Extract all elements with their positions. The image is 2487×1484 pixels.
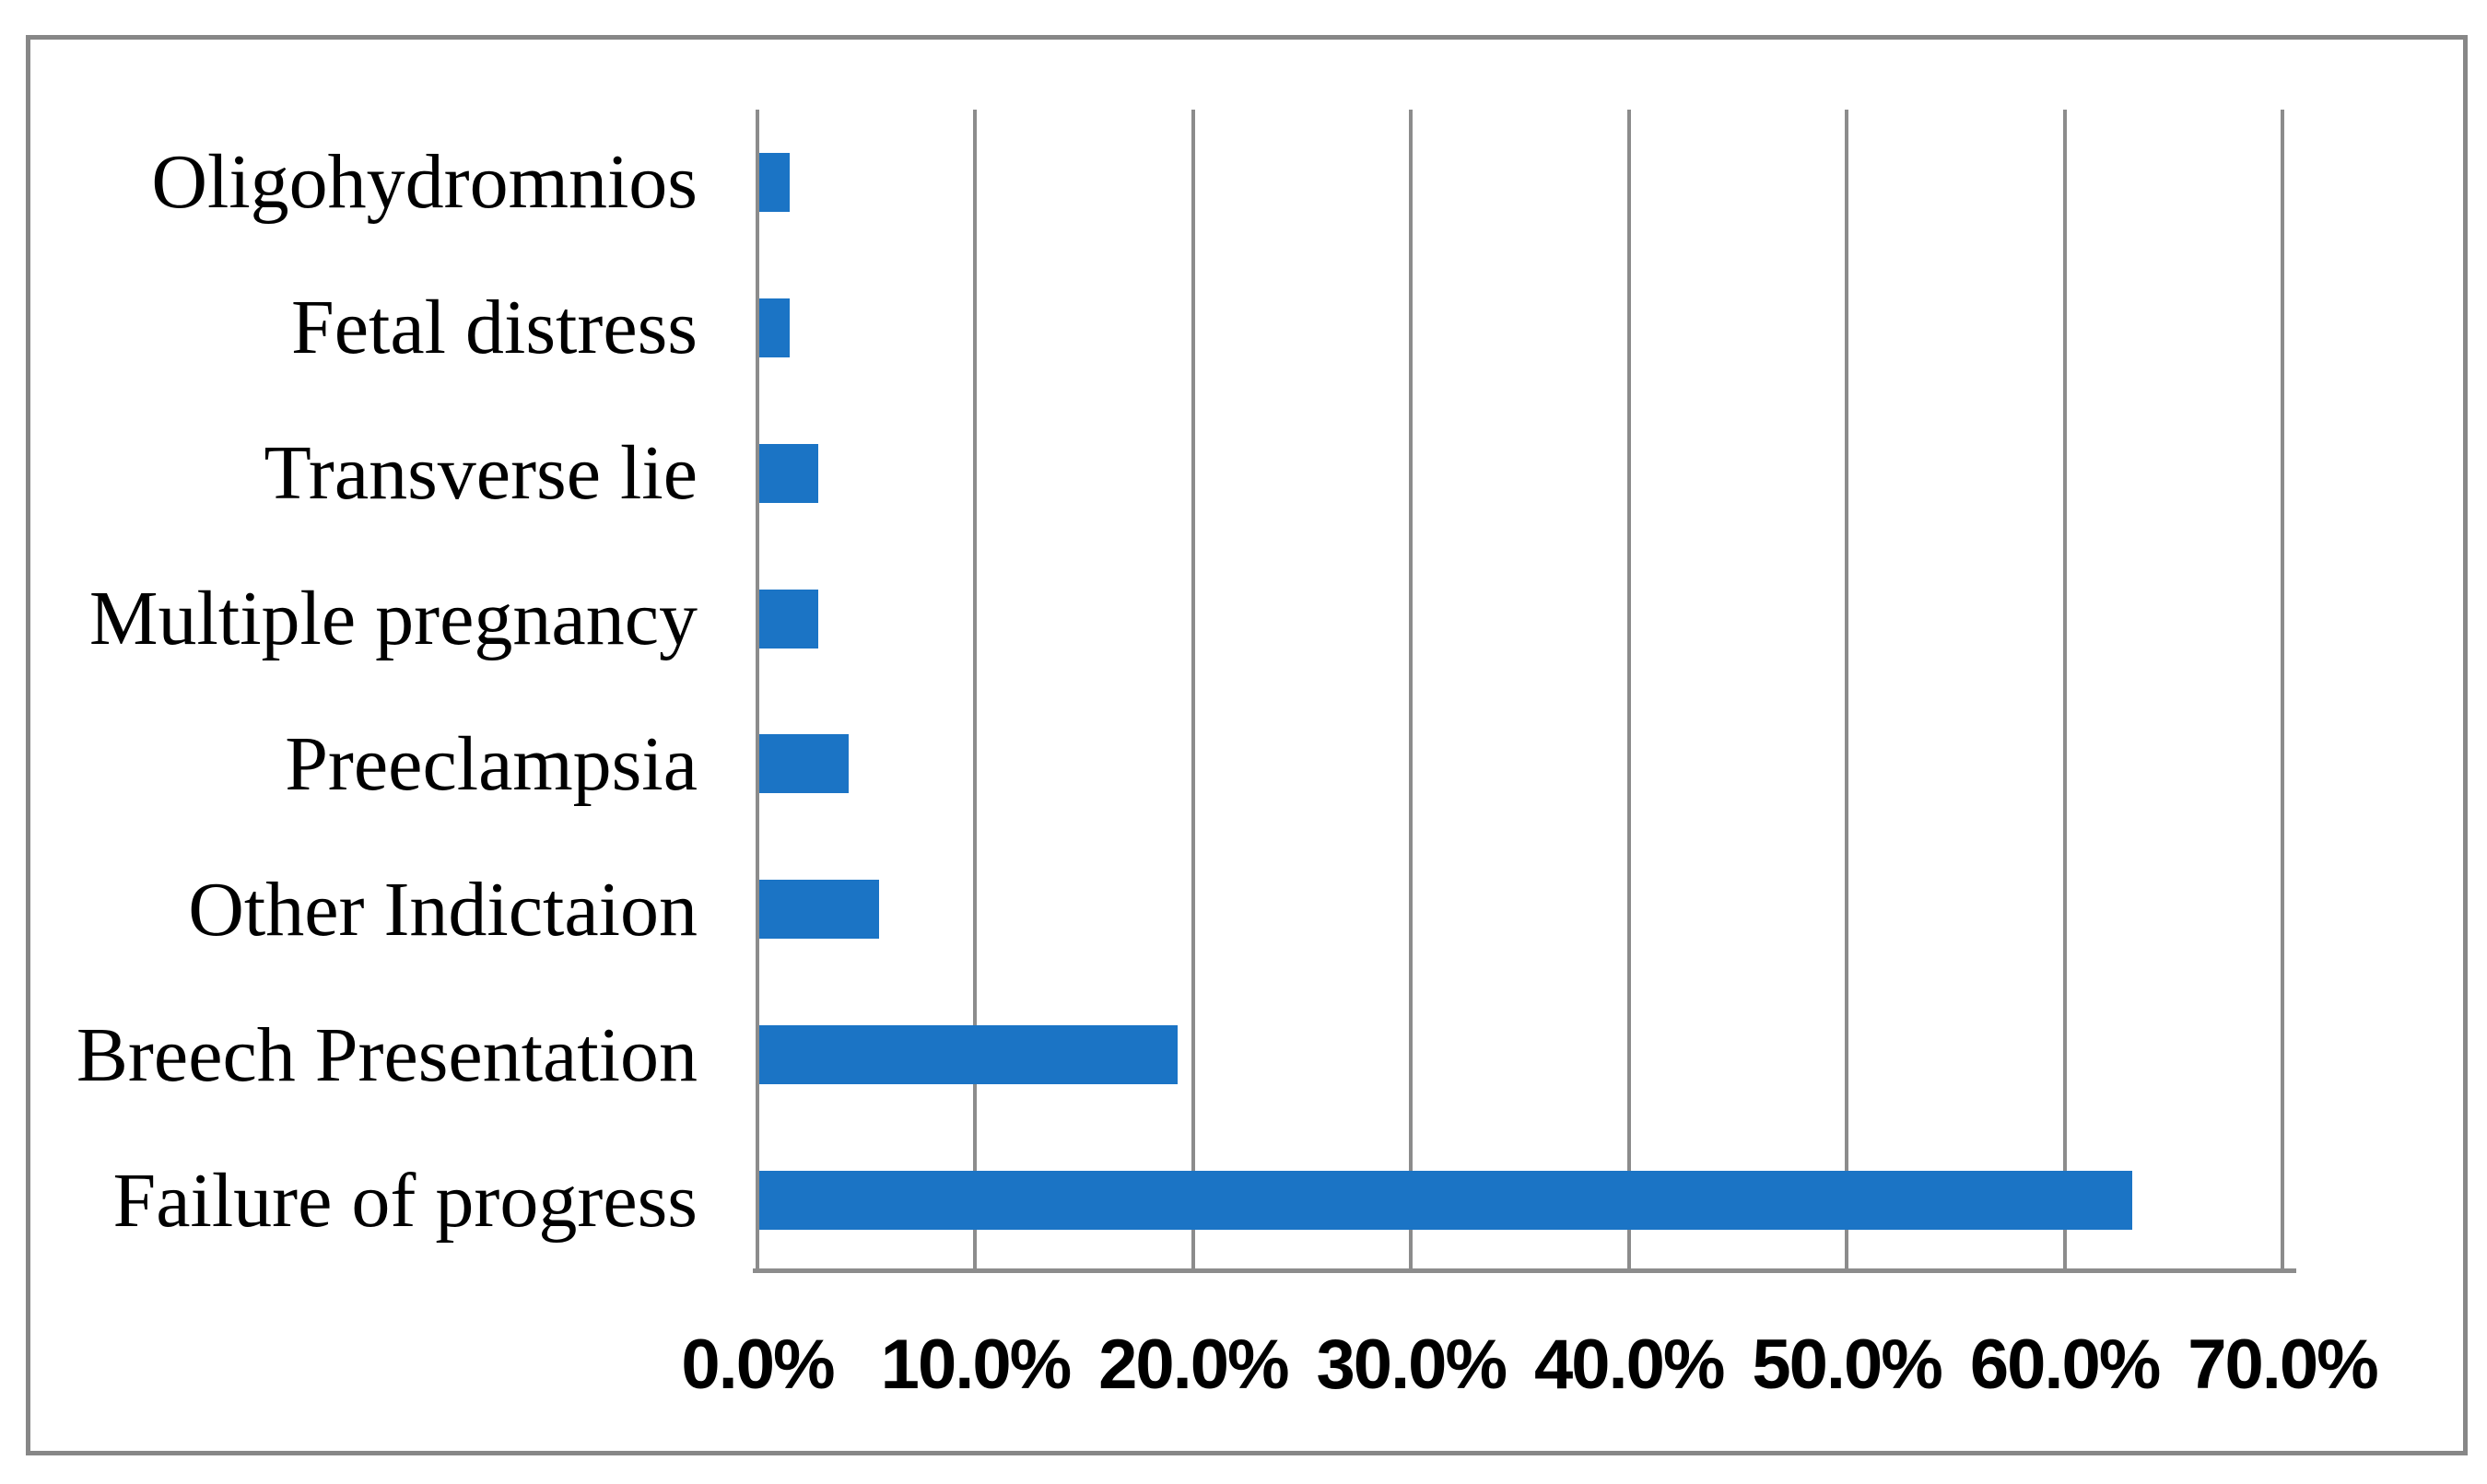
x-axis-tick-label: 40.0% [1533,1326,1725,1404]
bar [759,734,849,794]
category-label: Transverse lie [264,430,698,517]
gridline [1845,110,1849,1273]
category-label: Fetal distress [291,285,698,371]
bar [759,880,880,940]
gridline [1409,110,1414,1273]
bar [759,589,818,649]
bar [759,298,791,357]
gridline [1191,110,1195,1273]
x-axis-tick-label: 30.0% [1316,1326,1507,1404]
gridline [2062,110,2067,1273]
bar [759,152,791,212]
bar [759,1171,2132,1231]
category-label: Multiple pregnancy [88,576,698,662]
category-label: Oligohydromnios [151,139,698,226]
x-axis-tick-label: 50.0% [1752,1326,1942,1404]
gridline [756,110,759,1273]
x-axis-line [753,1268,2296,1273]
plot-area [756,110,2284,1273]
x-axis-tick-label: 20.0% [1098,1326,1289,1404]
gridline [1626,110,1631,1273]
x-axis-tick-label: 0.0% [681,1326,835,1404]
category-label: Other Indictaion [188,866,698,952]
x-axis-tick-label: 70.0% [2188,1326,2378,1404]
x-axis-tick-label: 10.0% [880,1326,1072,1404]
x-axis-tick-label: 60.0% [1969,1326,2161,1404]
gridline [973,110,978,1273]
bar [759,1025,1178,1085]
bar [759,443,818,503]
category-label: Breech Presentation [76,1011,698,1098]
category-label: Failure of progress [112,1157,698,1244]
category-label: Preeclampsia [285,720,698,807]
category-axis-labels: Oligohydromnios Fetal distress Transverse … [0,110,698,1273]
figure-border [26,35,2468,1455]
gridline [2281,110,2284,1273]
